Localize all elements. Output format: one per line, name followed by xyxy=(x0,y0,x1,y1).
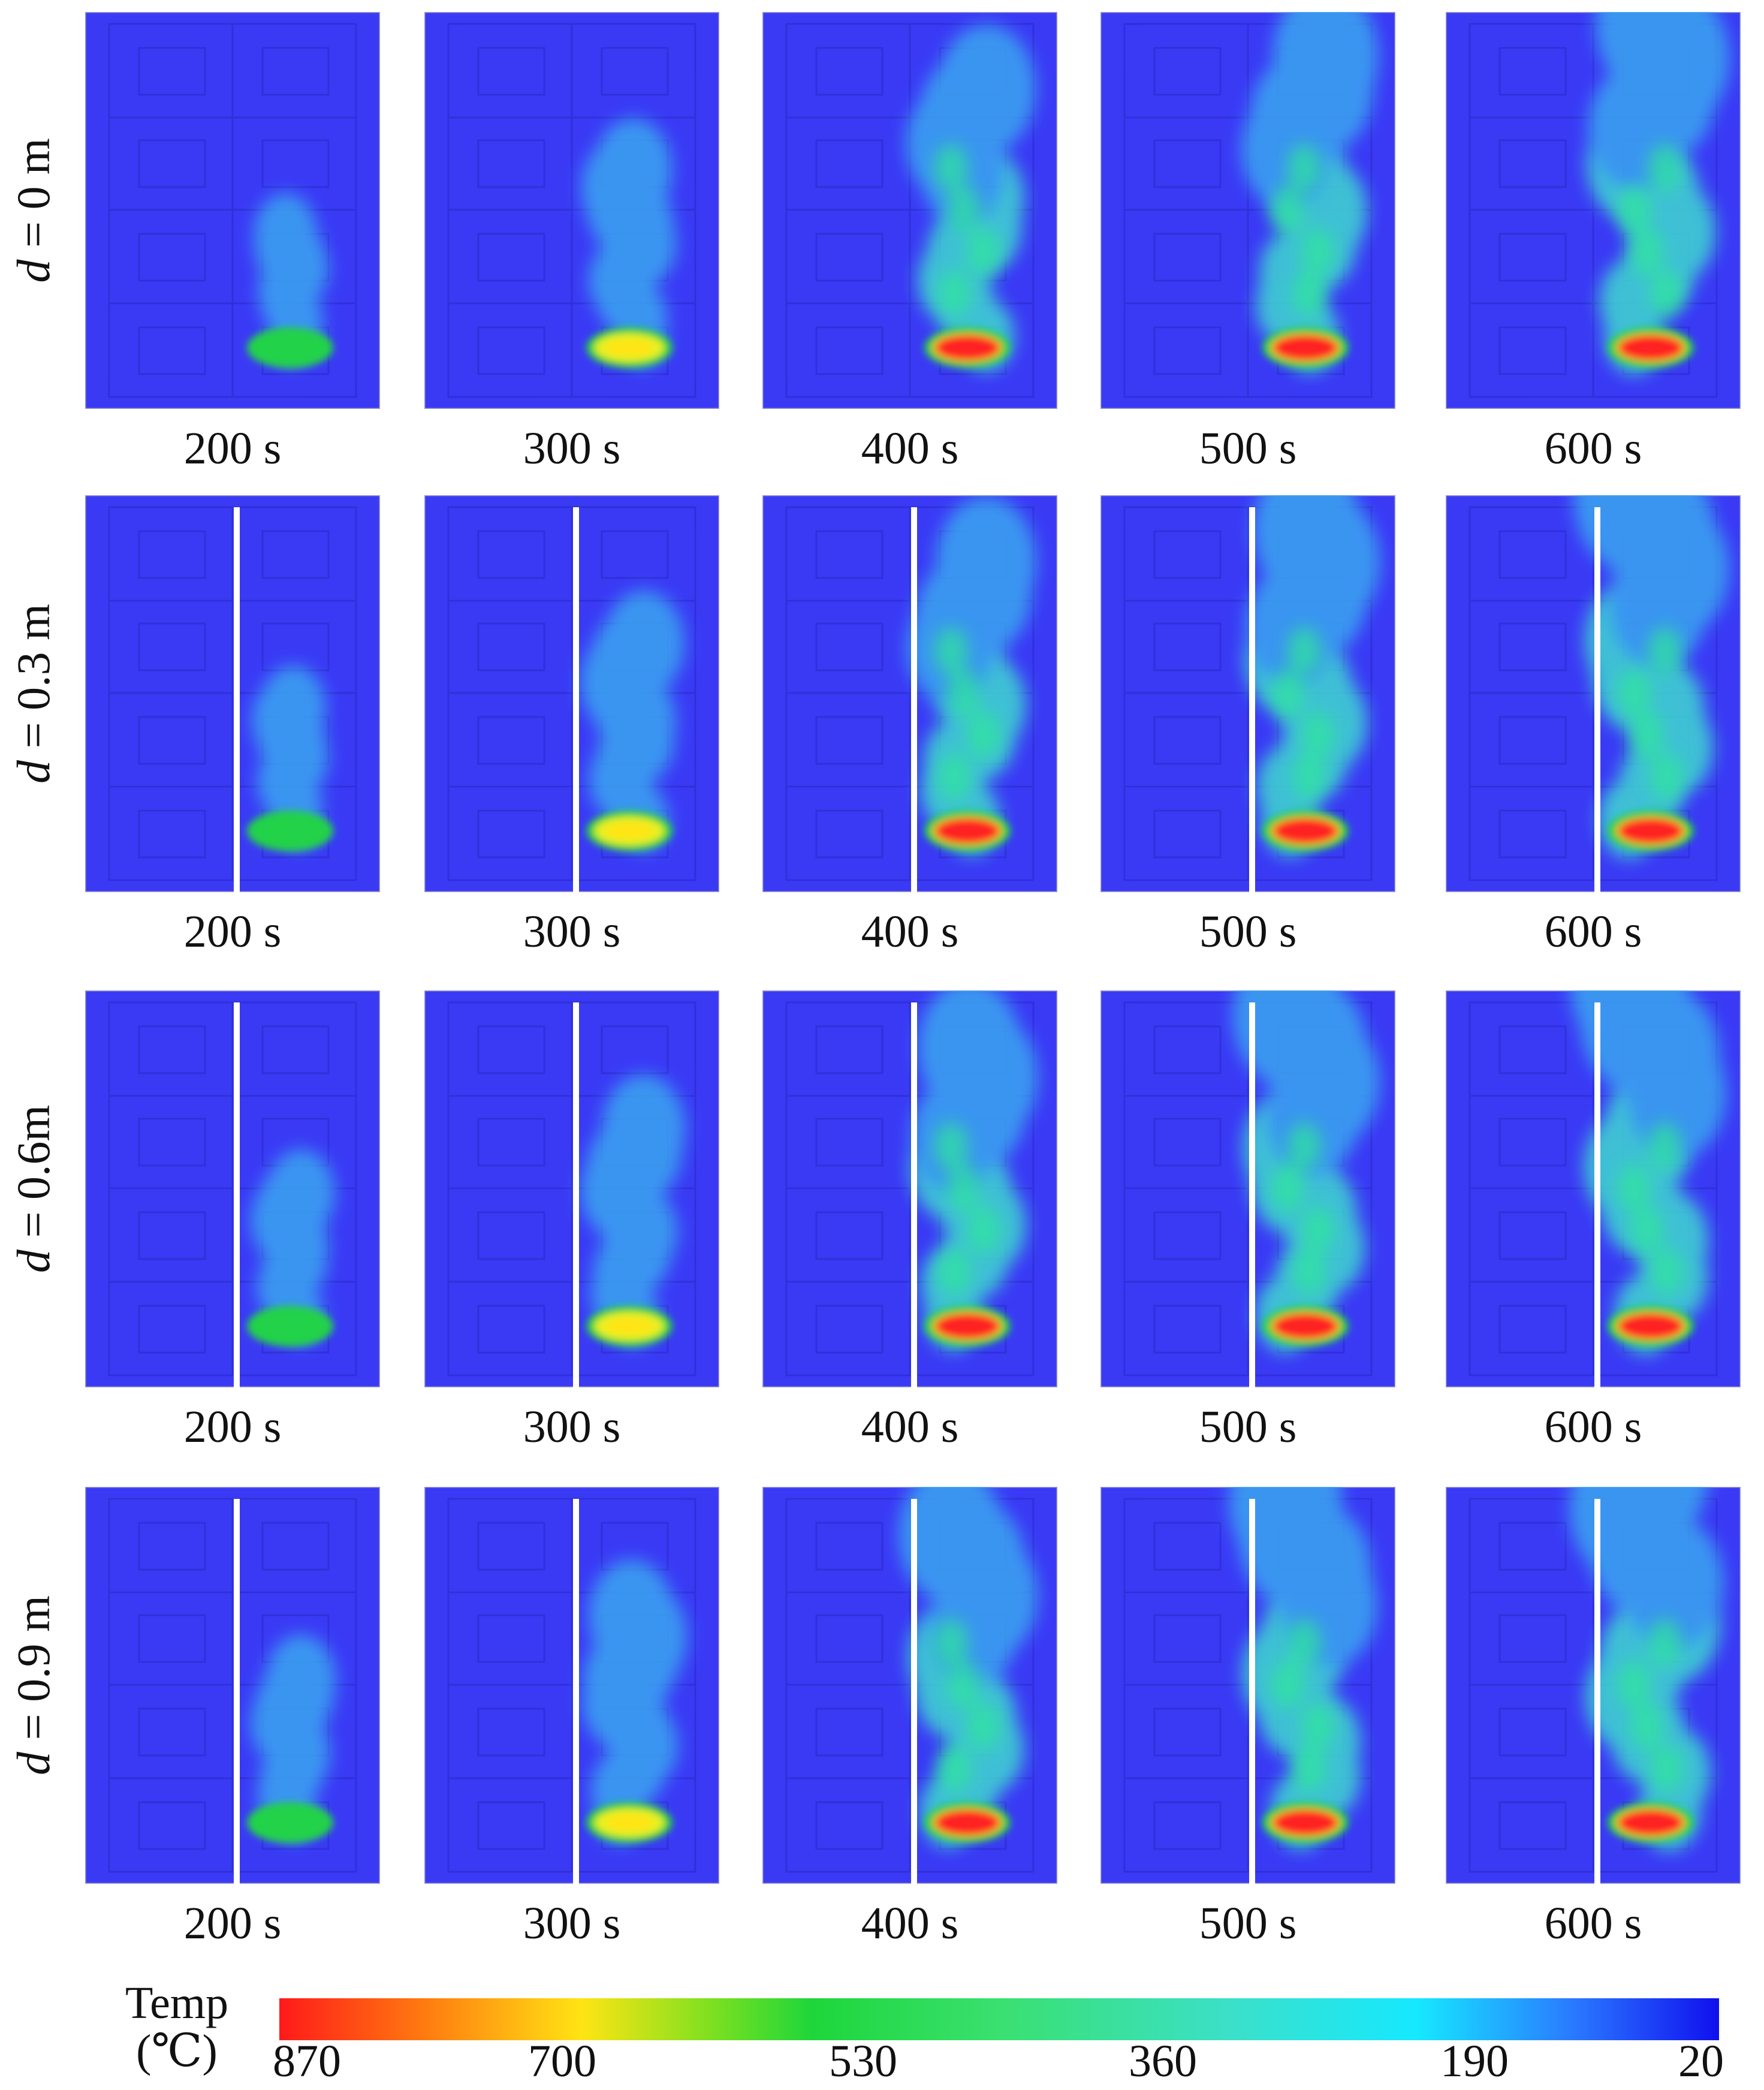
time-label: 200 s xyxy=(183,1402,282,1452)
contour-panel xyxy=(85,495,380,892)
time-label: 300 s xyxy=(523,423,621,474)
row-label-value: = 0.6m xyxy=(7,1104,59,1250)
row-label-2: d = 0.6m xyxy=(7,1105,61,1273)
wall-barrier xyxy=(911,1002,917,1387)
time-label: 400 s xyxy=(861,907,959,957)
wall-barrier xyxy=(1594,1002,1600,1387)
legend-title-line2: (℃) xyxy=(136,2025,218,2076)
time-label: 500 s xyxy=(1199,907,1297,957)
contour-panel xyxy=(1446,1487,1741,1884)
temperature-colorbar xyxy=(279,1998,1719,2040)
row-label-variable: d xyxy=(7,259,59,283)
time-label: 300 s xyxy=(523,1898,621,1949)
wall-barrier xyxy=(573,1499,579,1884)
time-label: 400 s xyxy=(861,1402,959,1452)
contour-panel xyxy=(424,990,719,1387)
colorbar-tick-label: 700 xyxy=(528,2036,596,2086)
legend-title: Temp (℃) xyxy=(108,1978,246,2076)
colorbar-tick-label: 530 xyxy=(829,2036,897,2086)
row-label-value: = 0.3 m xyxy=(7,604,59,760)
contour-panel xyxy=(1446,12,1741,409)
contour-panel xyxy=(1100,495,1395,892)
row-label-3: d = 0.9 m xyxy=(7,1595,61,1775)
contour-panel xyxy=(424,12,719,409)
contour-panel xyxy=(85,1487,380,1884)
time-label: 600 s xyxy=(1544,423,1642,474)
wall-barrier xyxy=(911,1499,917,1884)
time-label: 600 s xyxy=(1544,1898,1642,1949)
legend-title-line1: Temp xyxy=(125,1978,228,2028)
contour-panel xyxy=(1446,495,1741,892)
row-label-variable: d xyxy=(7,1751,59,1775)
time-label: 300 s xyxy=(523,1402,621,1452)
time-label: 500 s xyxy=(1199,1898,1297,1949)
time-label: 500 s xyxy=(1199,423,1297,474)
wall-barrier xyxy=(573,1002,579,1387)
contour-panel xyxy=(1100,12,1395,409)
colorbar-tick-label: 870 xyxy=(273,2036,341,2086)
temperature-contour-grid: d = 0 m 200 s 300 s 400 s 500 s 600 s d =… xyxy=(7,12,1741,1949)
wall-barrier xyxy=(1249,1499,1255,1884)
time-label: 400 s xyxy=(861,423,959,474)
row-label-1: d = 0.3 m xyxy=(7,604,61,784)
contour-panel xyxy=(1446,990,1741,1387)
contour-panel xyxy=(424,495,719,892)
wall-barrier xyxy=(911,507,917,892)
wall-barrier xyxy=(1249,507,1255,892)
time-label: 200 s xyxy=(183,1898,282,1949)
wall-barrier xyxy=(1594,1499,1600,1884)
row-label-value: = 0 m xyxy=(7,138,59,260)
contour-panel xyxy=(762,12,1057,409)
colorbar-tick-label: 190 xyxy=(1440,2036,1509,2086)
wall-barrier xyxy=(234,507,240,892)
wall-barrier xyxy=(573,507,579,892)
wall-barrier xyxy=(1594,507,1600,892)
contour-panel xyxy=(85,990,380,1387)
contour-panel xyxy=(762,495,1057,892)
time-label: 200 s xyxy=(183,907,282,957)
time-label: 200 s xyxy=(183,423,282,474)
wall-barrier xyxy=(234,1499,240,1884)
contour-panel xyxy=(424,1487,719,1884)
row-label-value: = 0.9 m xyxy=(7,1595,59,1752)
contour-panel xyxy=(762,1487,1057,1884)
wall-barrier xyxy=(1249,1002,1255,1387)
contour-panel xyxy=(762,990,1057,1387)
time-label: 600 s xyxy=(1544,1402,1642,1452)
time-label: 400 s xyxy=(861,1898,959,1949)
colorbar-tick-label: 20 xyxy=(1678,2036,1724,2086)
row-label-variable: d xyxy=(7,760,59,784)
contour-panel xyxy=(85,12,380,409)
contour-panel xyxy=(1100,990,1395,1387)
row-label-variable: d xyxy=(7,1249,59,1273)
time-label: 500 s xyxy=(1199,1402,1297,1452)
wall-barrier xyxy=(234,1002,240,1387)
time-label: 300 s xyxy=(523,907,621,957)
time-label: 600 s xyxy=(1544,907,1642,957)
colorbar-tick-label: 360 xyxy=(1129,2036,1197,2086)
row-label-0: d = 0 m xyxy=(7,138,61,282)
contour-panel xyxy=(1100,1487,1395,1884)
